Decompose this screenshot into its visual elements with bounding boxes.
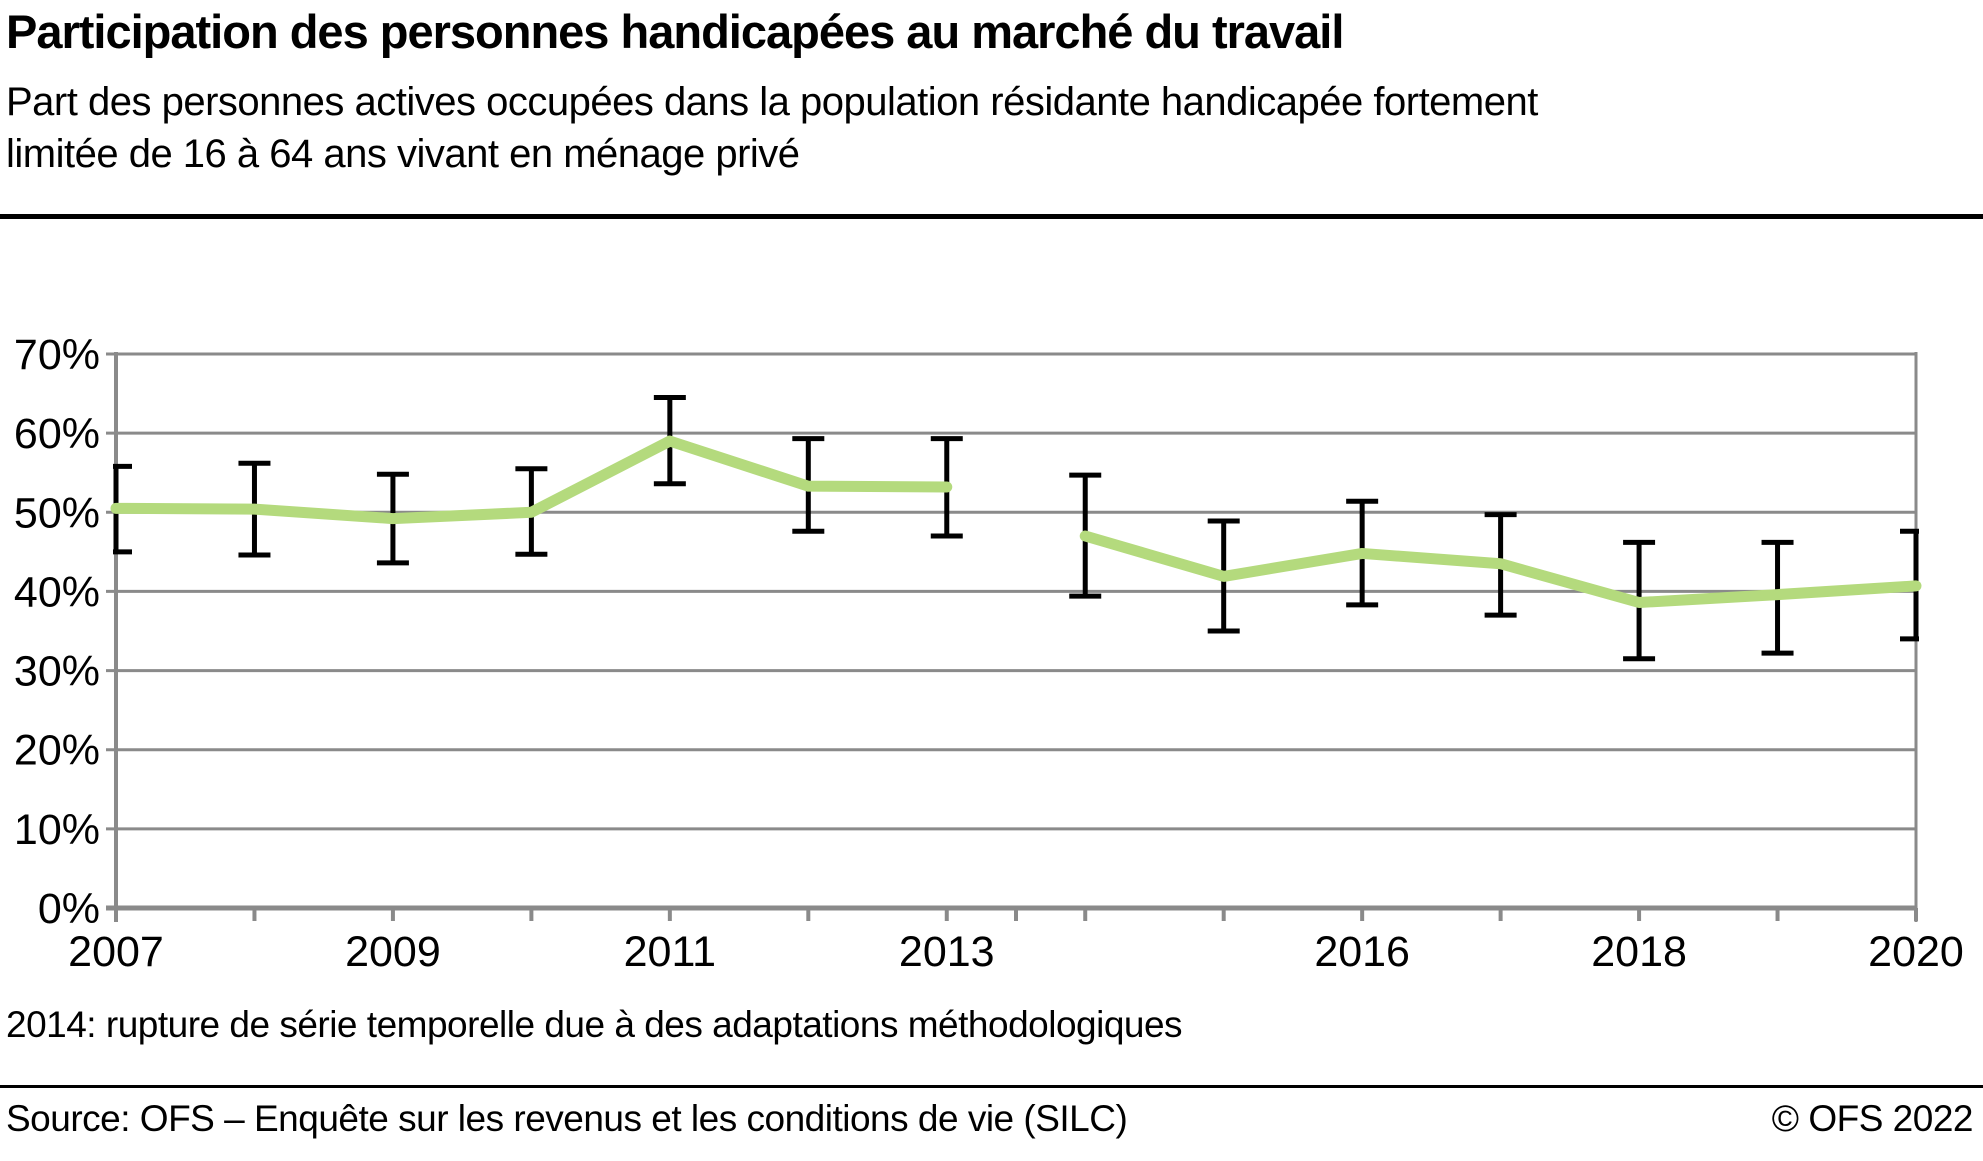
x-tick-label: 2011 bbox=[624, 928, 716, 976]
x-tick-label: 2016 bbox=[1314, 928, 1410, 976]
footnote: 2014: rupture de série temporelle due à … bbox=[6, 1004, 1183, 1045]
y-tick-label: 20% bbox=[14, 727, 100, 775]
footer-divider bbox=[0, 1085, 1983, 1088]
y-tick-label: 60% bbox=[14, 410, 100, 458]
series-line bbox=[1079, 530, 1922, 609]
subtitle-line-2: limitée de 16 à 64 ans vivant en ménage … bbox=[6, 132, 800, 176]
chart-subtitle: Part des personnes actives occupées dans… bbox=[6, 76, 1538, 180]
copyright-text: © OFS 2022 bbox=[1771, 1098, 1974, 1139]
footer: Source: OFS – Enquête sur les revenus et… bbox=[6, 1098, 1974, 1140]
y-tick-label: 30% bbox=[14, 648, 100, 696]
header-divider bbox=[0, 214, 1983, 219]
page-title: Participation des personnes handicapées … bbox=[6, 5, 1344, 58]
y-tick-label: 10% bbox=[14, 806, 100, 854]
subtitle-line-1: Part des personnes actives occupées dans… bbox=[6, 80, 1538, 124]
y-tick-label: 70% bbox=[14, 331, 100, 379]
x-tick-label: 2020 bbox=[1868, 928, 1964, 976]
x-tick-label: 2018 bbox=[1591, 928, 1687, 976]
y-tick-label: 40% bbox=[14, 568, 100, 616]
source-text: Source: OFS – Enquête sur les revenus et… bbox=[6, 1098, 1128, 1139]
error-bars bbox=[113, 395, 1919, 662]
x-tick-label: 2013 bbox=[899, 928, 995, 976]
series-line bbox=[110, 435, 953, 525]
x-tick-label: 2007 bbox=[68, 928, 164, 976]
y-tick-label: 50% bbox=[14, 489, 100, 537]
y-tick-label: 0% bbox=[38, 885, 100, 933]
x-tick-label: 2009 bbox=[345, 928, 441, 976]
